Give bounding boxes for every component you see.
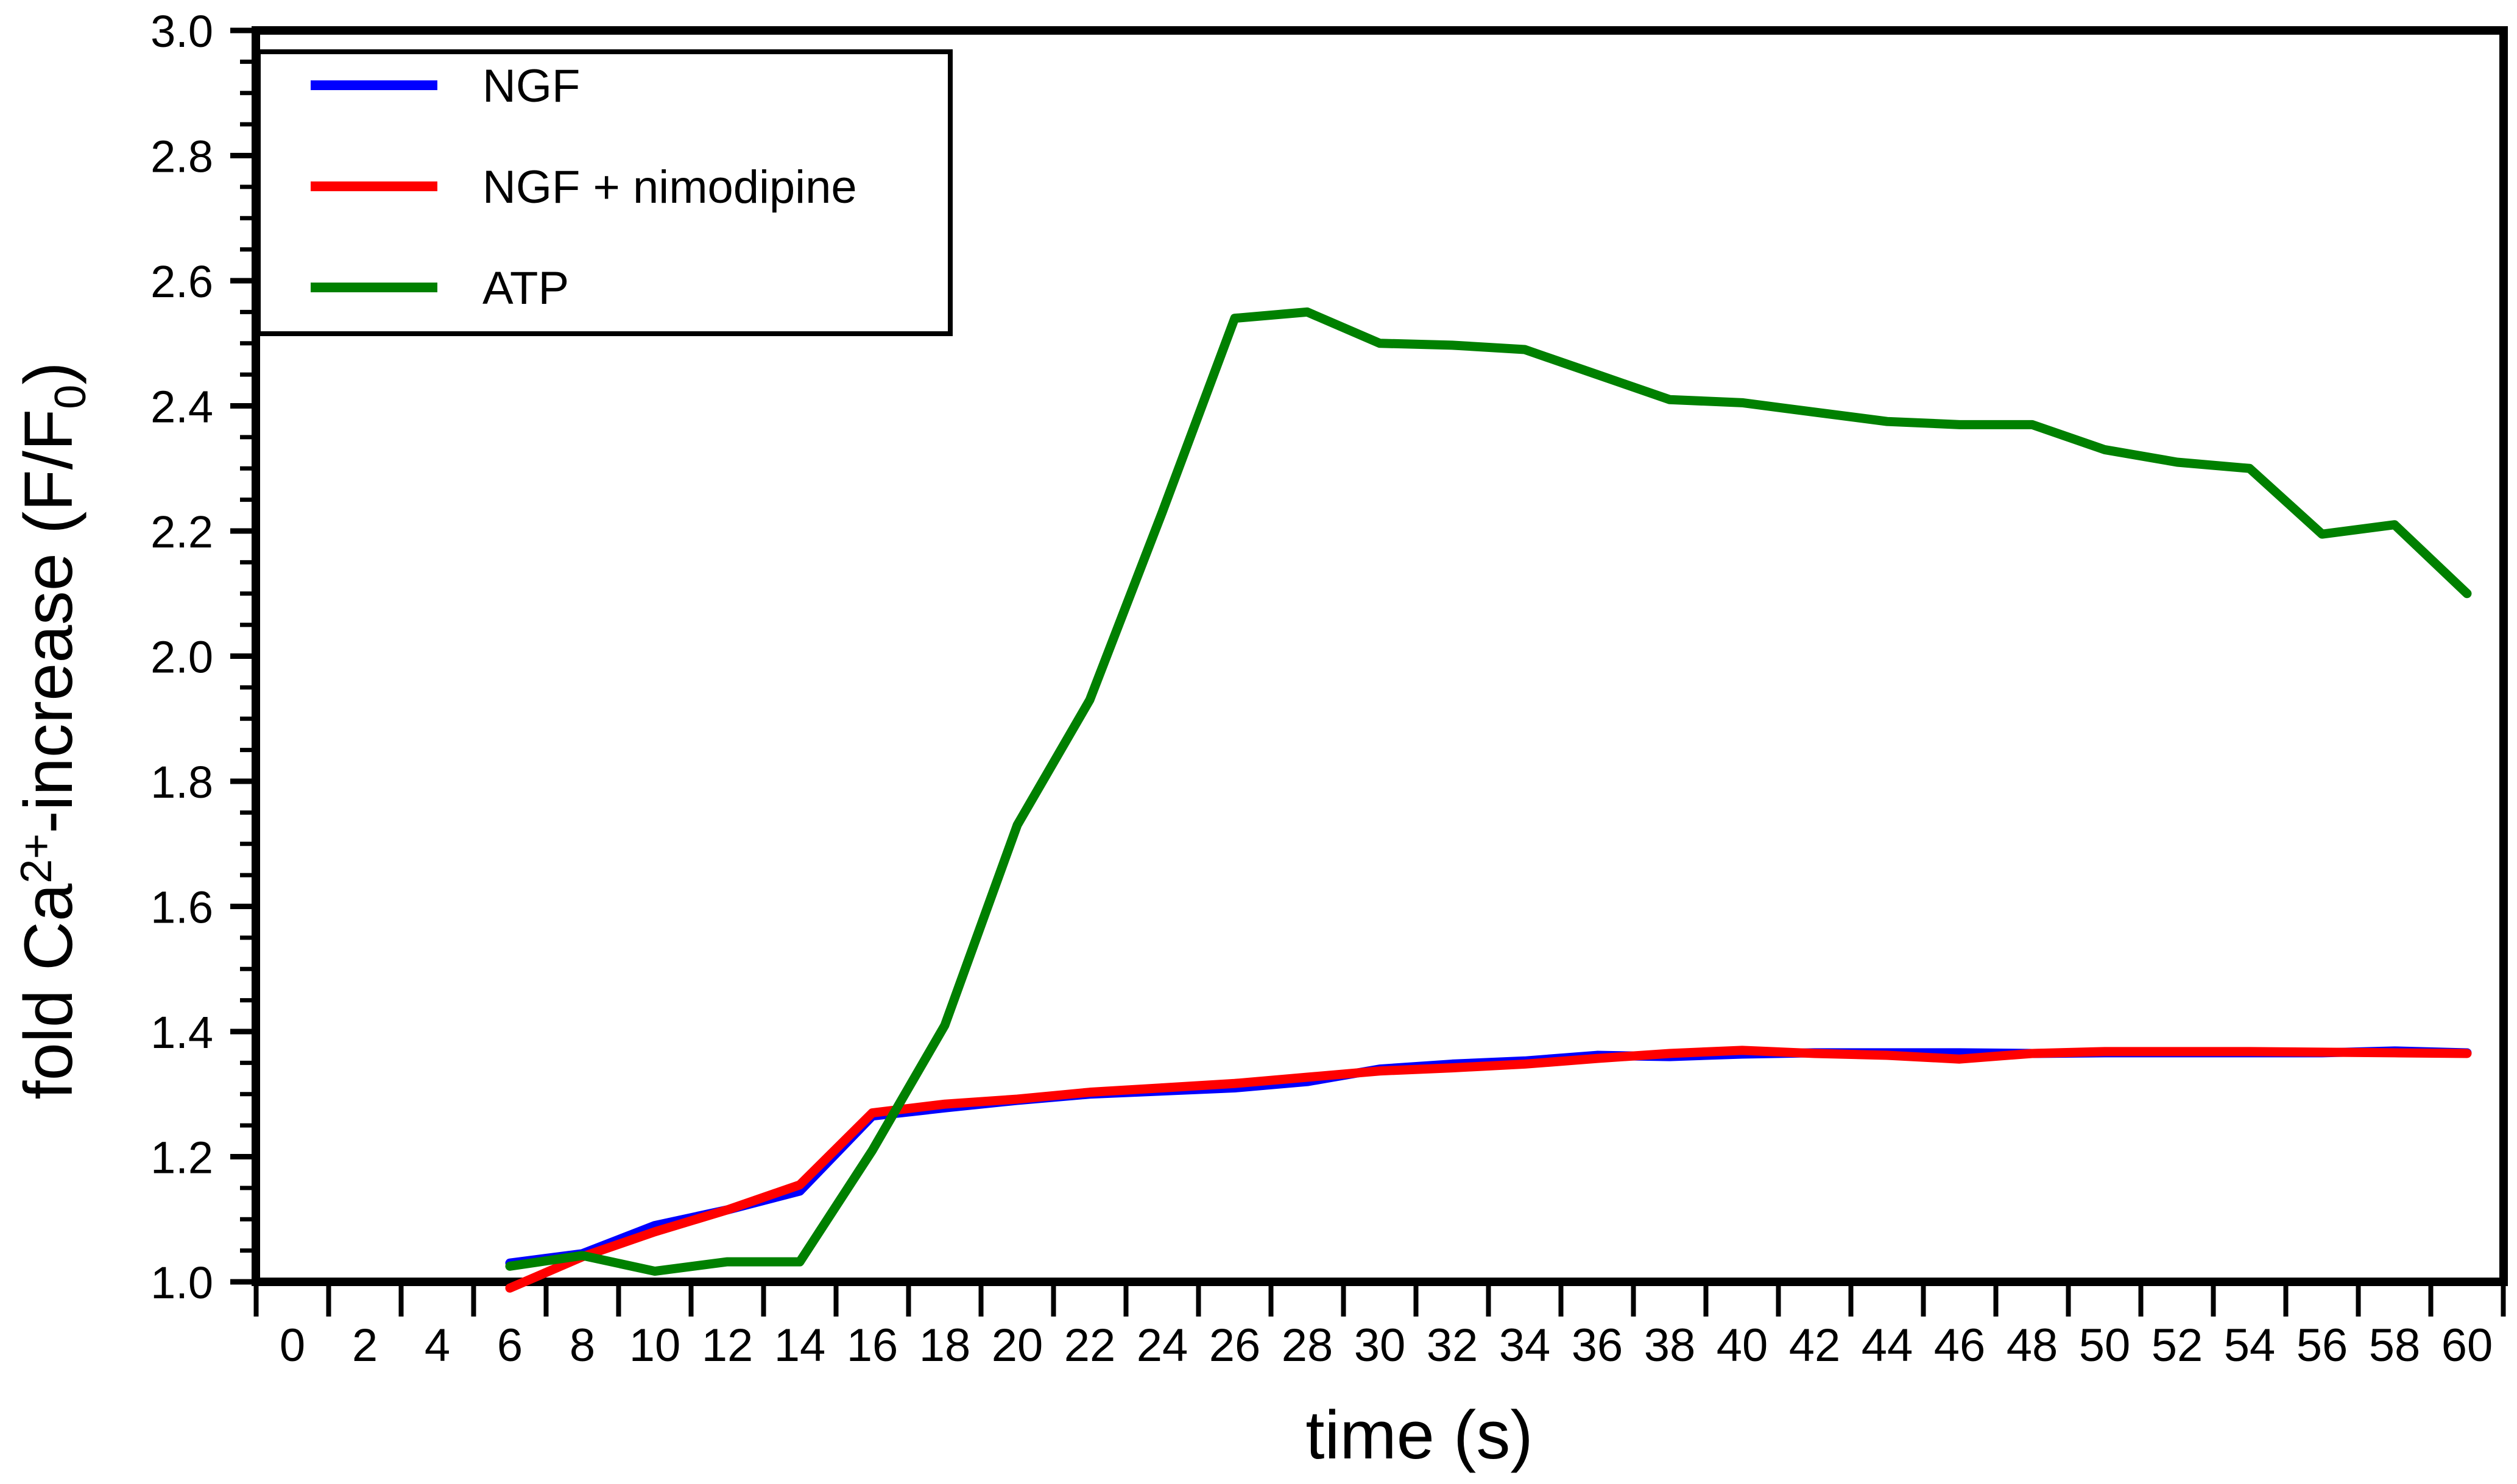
x-tick-label: 40 [1717,1320,1768,1371]
x-tick-label: 0 [280,1320,305,1371]
x-tick-label: 58 [2369,1320,2421,1371]
y-axis-title: fold Ca2+-increase (F/F0) [10,362,95,1099]
x-tick-label: 12 [702,1320,754,1371]
y-tick-label: 1.6 [150,882,213,933]
x-tick-label: 28 [1282,1320,1333,1371]
x-tick-label: 6 [497,1320,523,1371]
x-tick-label: 8 [570,1320,595,1371]
y-tick-label: 1.4 [150,1007,213,1058]
series-line-ngf-nimodipine [505,1046,2472,1293]
x-tick-label: 50 [2079,1320,2131,1371]
y-tick-label: 2.0 [150,632,213,683]
legend-item: NGF [311,60,580,112]
y-tick-label: 2.2 [150,507,213,557]
y-tick-label: 1.8 [150,757,213,807]
y-axis: 1.0 1.2 1.4 1.6 1.8 2.0 2.2 2.4 2.6 2.8 3.0 [150,6,253,1308]
x-tick-label: 22 [1064,1320,1116,1371]
x-tick-label: 42 [1789,1320,1841,1371]
x-tick-label: 2 [352,1320,378,1371]
x-tick-label: 36 [1572,1320,1623,1371]
x-tick-label: 48 [2007,1320,2058,1371]
x-tick-label: 60 [2441,1320,2493,1371]
x-tick-label: 4 [425,1320,450,1371]
y-tick-label: 2.4 [150,382,213,432]
x-axis: 0 2 4 6 8 10 12 14 16 18 20 22 24 26 28 30 32 34 36 38 40 42 4… [253,1286,2506,1371]
legend-label: NGF + nimodipine [482,161,857,213]
legend-item: ATP [311,262,569,314]
x-tick-label: 24 [1137,1320,1188,1371]
x-tick-label: 26 [1209,1320,1261,1371]
plot-frame [252,26,2508,1286]
x-axis-title: time (s) [1305,1397,1533,1473]
x-tick-label: 46 [1934,1320,1986,1371]
x-tick-label: 54 [2224,1320,2276,1371]
legend-label: ATP [482,262,569,314]
x-tick-label: 20 [992,1320,1043,1371]
x-tick-label: 34 [1499,1320,1551,1371]
y-tick-label: 3.0 [150,6,213,57]
x-tick-label: 56 [2296,1320,2348,1371]
y-tick-label: 2.8 [150,132,213,182]
x-tick-label: 52 [2152,1320,2203,1371]
legend-label: NGF [482,60,580,112]
x-tick-label: 18 [919,1320,971,1371]
x-tick-label: 30 [1354,1320,1406,1371]
y-tick-label: 1.0 [150,1257,213,1308]
y-tick-label: 2.6 [150,256,213,307]
x-tick-label: 38 [1644,1320,1696,1371]
x-tick-label: 14 [774,1320,826,1371]
y-tick-label: 1.2 [150,1133,213,1183]
x-tick-label: 32 [1427,1320,1478,1371]
x-tick-label: 16 [847,1320,898,1371]
x-tick-label: 44 [1862,1320,1913,1371]
legend-item: NGF + nimodipine [311,161,857,213]
legend: NGF NGF + nimodipine ATP [256,49,953,336]
x-tick-label: 10 [629,1320,681,1371]
series-line-atp [505,307,2472,1276]
